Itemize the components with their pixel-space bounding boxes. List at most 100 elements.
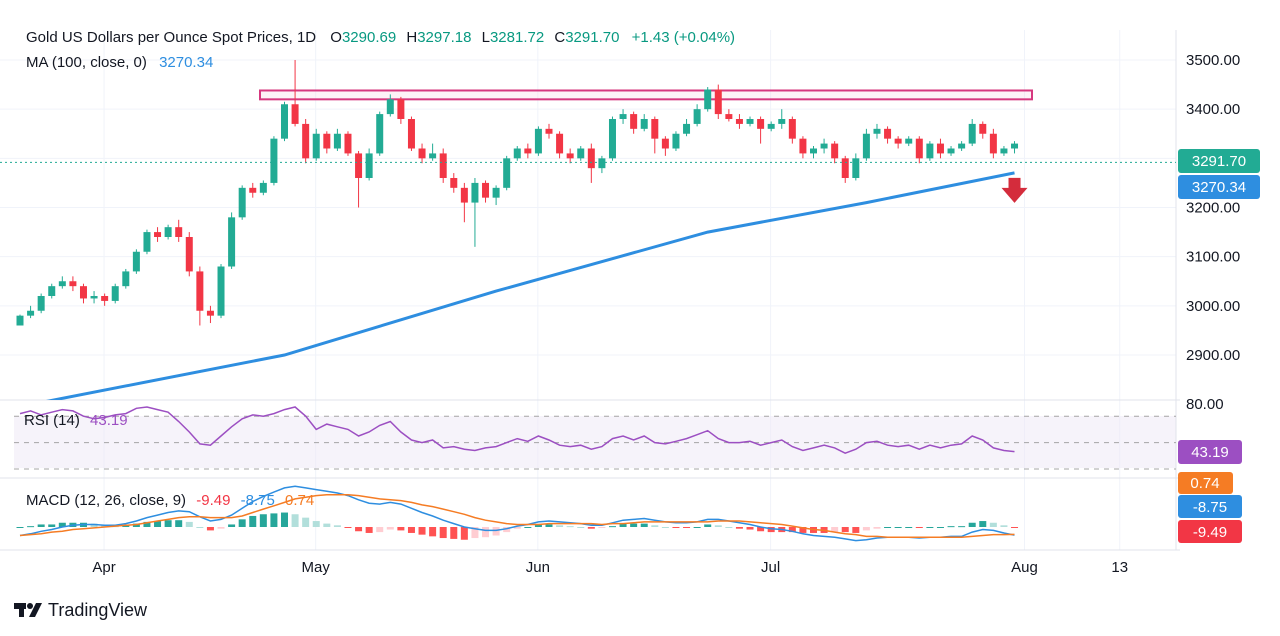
rsi-value: 43.19: [90, 412, 128, 429]
macd-hist-bar: [873, 527, 881, 529]
macd-hist-bar: [397, 527, 405, 531]
macd-hist-bar: [439, 527, 447, 539]
macd-hist-bar: [524, 527, 532, 528]
candle-body: [619, 114, 627, 119]
candle-body: [16, 315, 24, 326]
candle-body: [683, 123, 691, 134]
signal-value: -8.75: [241, 492, 275, 509]
time-tick-may: May: [301, 559, 330, 576]
candle-body: [894, 138, 902, 144]
macd-hist-bar: [101, 525, 109, 527]
price-tick-1: 3400.00: [1186, 101, 1240, 118]
candle-body: [884, 128, 892, 139]
macd-hist-bar: [651, 525, 659, 527]
macd-hist-bar: [513, 527, 521, 529]
macd-hist-bar: [1011, 527, 1019, 528]
macd-hist-bar: [355, 527, 363, 532]
hist-value: 0.74: [285, 492, 314, 509]
macd-hist-bar: [884, 527, 892, 528]
rsi-tag: [1178, 440, 1242, 464]
candle-body: [757, 119, 765, 129]
candle-body: [79, 286, 87, 299]
candle-body: [693, 109, 701, 124]
low-label: L: [482, 29, 490, 46]
candle-body: [810, 148, 817, 154]
rsi-tag-text: 43.19: [1191, 444, 1229, 461]
close-value: 3291.70: [565, 29, 619, 46]
candle-body: [460, 187, 468, 203]
high-value: 3297.18: [417, 29, 471, 46]
macd-hist-bar: [619, 523, 627, 527]
tradingview-logo[interactable]: TradingView: [14, 600, 148, 620]
macd-hist-bar: [630, 523, 638, 527]
candle-body: [958, 143, 966, 149]
macd-hist-bar: [503, 527, 511, 533]
candle-body: [608, 119, 616, 159]
price-tick-4: 3100.00: [1186, 249, 1240, 266]
candle-body: [735, 119, 743, 124]
macd-hist-bar: [281, 512, 288, 527]
tradingview-logo-icon: [14, 603, 42, 617]
candle-body: [206, 310, 214, 316]
time-tick-jul: Jul: [761, 559, 780, 576]
last-price-tag: [1178, 149, 1260, 173]
macd-hist-bar: [16, 527, 24, 528]
candle-body: [386, 99, 394, 115]
candle-body: [831, 143, 839, 159]
macd-hist-bar: [968, 522, 976, 527]
candle-body: [926, 143, 934, 159]
macd-hist-bar: [228, 524, 236, 527]
macd-hist-bar: [386, 527, 394, 530]
candle-body: [651, 119, 659, 139]
candle-body: [344, 133, 352, 154]
macd-hist-bar: [333, 525, 341, 527]
candle-body: [323, 133, 331, 149]
macd-hist-bar: [471, 527, 479, 539]
macd-hist-bar: [217, 527, 225, 529]
rsi-label: RSI (14): [24, 412, 80, 429]
macd-hist-bar: [661, 527, 669, 528]
macd-line-tag-text: -9.49: [1193, 524, 1227, 541]
candle-body: [841, 158, 849, 178]
candle-body: [905, 138, 913, 144]
candle-body: [1000, 148, 1008, 154]
candle-body: [439, 153, 447, 178]
macd-hist-tag-text: 0.74: [1190, 475, 1219, 492]
candle-body: [302, 123, 310, 159]
macd-hist-bar: [302, 517, 310, 527]
macd-hist-bar: [958, 526, 966, 528]
macd-hist-bar: [640, 523, 648, 527]
macd-hist-bar: [936, 527, 944, 528]
price-tick-5: 3000.00: [1186, 298, 1240, 315]
macd-hist-bar: [365, 527, 373, 533]
candle-body: [968, 123, 976, 144]
candle-body: [947, 148, 955, 154]
signal-line: [19, 493, 1015, 538]
macd-hist-bar: [58, 522, 66, 527]
macd-hist-bar: [704, 524, 712, 527]
macd-value: -9.49: [196, 492, 230, 509]
candle-body: [746, 119, 754, 124]
candle-body: [767, 123, 775, 129]
last-price-tag-text: 3291.70: [1192, 153, 1246, 170]
macd-hist-bar: [608, 526, 616, 528]
macd-hist-bar: [989, 522, 997, 527]
ma-value: 3270.34: [159, 54, 213, 71]
macd-hist-bar: [799, 527, 807, 533]
candle-body: [418, 148, 426, 159]
candle-body: [143, 232, 151, 252]
candle-body: [799, 138, 807, 154]
time-tick-apr: Apr: [92, 559, 115, 576]
macd-hist-bar: [947, 526, 955, 528]
candle-body: [132, 251, 140, 272]
candle-body: [122, 271, 130, 287]
candle-body: [503, 158, 511, 188]
candle-body: [228, 217, 236, 267]
macd-hist-bar: [407, 527, 415, 533]
macd-label: MACD (12, 26, close, 9): [26, 492, 186, 509]
macd-hist-bar: [788, 527, 796, 533]
macd-hist-bar: [418, 527, 426, 535]
candle-body: [175, 227, 183, 237]
macd-legend: MACD (12, 26, close, 9) -9.49 -8.75 0.74: [26, 492, 314, 509]
